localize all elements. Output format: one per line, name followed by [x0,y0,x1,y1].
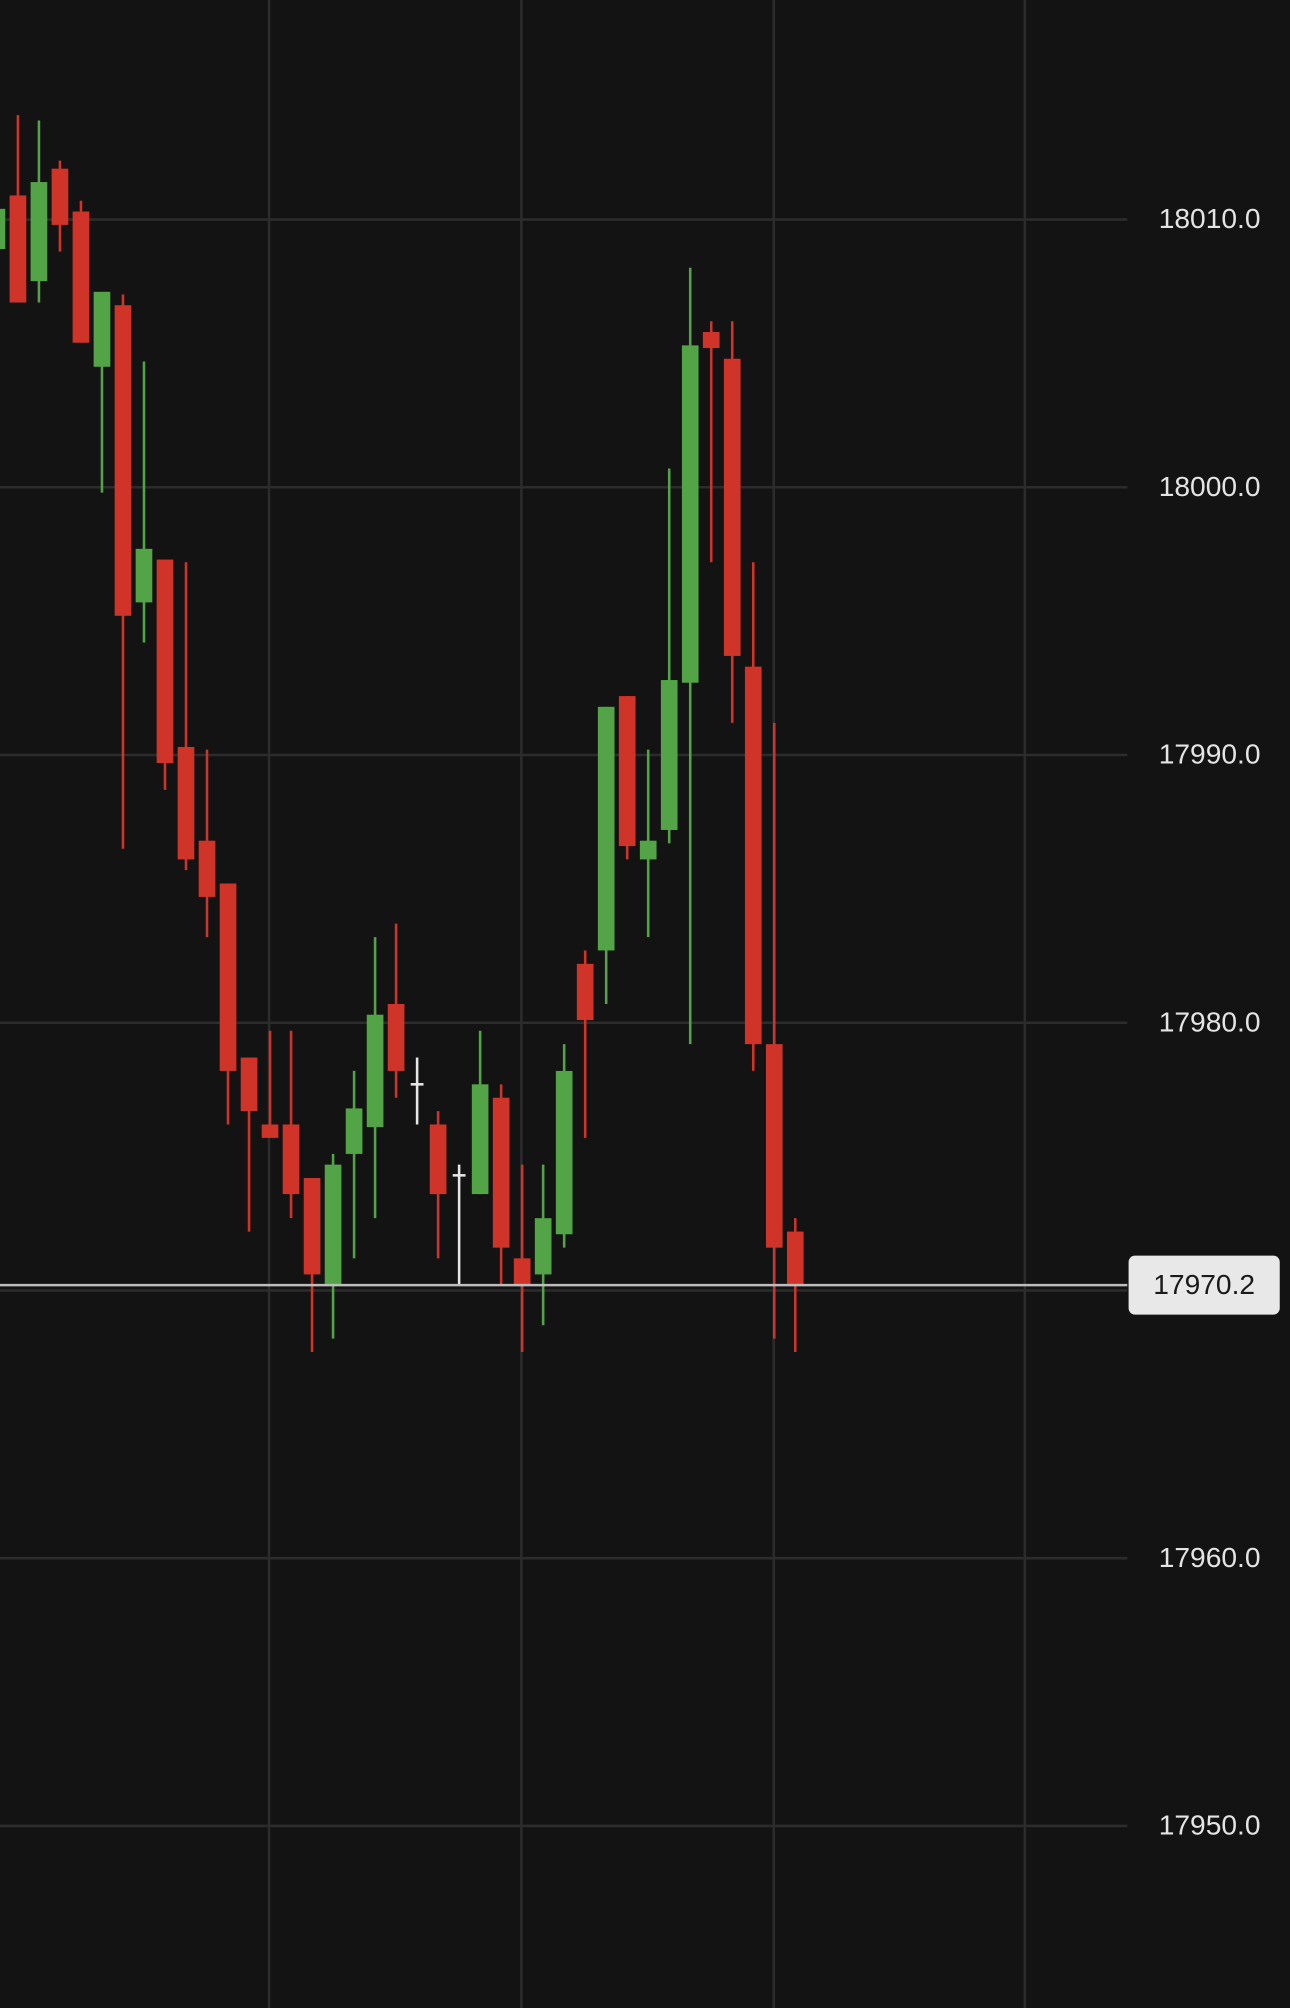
candle-body [261,1124,279,1138]
y-tick-label: 18000.0 [1159,470,1261,502]
candle-body [366,1014,384,1128]
candle-body [282,1124,300,1195]
candle-body [513,1258,531,1286]
candle-body [240,1057,258,1112]
candle-body [492,1097,510,1248]
candle-body [660,680,678,830]
candle-body [471,1084,489,1195]
candle-body [681,345,699,683]
candle-body [324,1164,342,1286]
y-tick-label: 18010.0 [1159,202,1261,234]
y-tick-label: 17960.0 [1159,1541,1261,1573]
candle-body [387,1004,405,1071]
candle-body [723,358,741,656]
candle-body [765,1044,783,1248]
last-price-box [1128,1255,1280,1315]
candle-body [534,1218,552,1275]
candle-body [639,840,657,860]
candle-body [114,305,132,616]
candle-body [618,696,636,847]
candle-body [786,1231,804,1286]
y-tick-label: 17950.0 [1159,1809,1261,1841]
candle-body [9,195,27,303]
y-tick-label: 17980.0 [1159,1005,1261,1037]
candle-body [555,1070,573,1235]
candle-body [0,208,6,249]
candle-body [597,706,615,951]
last-price-label: 17970.2 [1153,1268,1255,1300]
candle-body [345,1108,363,1154]
candle-body [429,1124,447,1195]
y-tick-label: 17990.0 [1159,738,1261,770]
candle-body [198,840,216,897]
candle-body [30,182,48,282]
candle-body [177,746,195,860]
candle-body [303,1178,321,1275]
candle-body [93,291,111,367]
candle-body [72,211,90,343]
candle-body [135,548,153,603]
candle-body [219,883,237,1071]
candle-body [744,666,762,1045]
candle-body [576,963,594,1021]
candle-body [156,559,174,764]
candle-body [702,331,720,349]
candle-body [51,168,69,225]
